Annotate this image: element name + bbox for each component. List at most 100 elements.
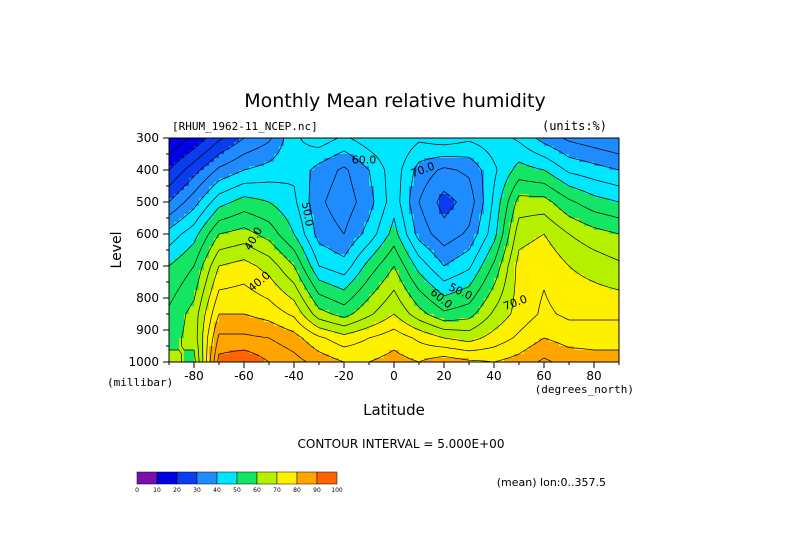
- contour-cell: [399, 258, 405, 263]
- contour-cell: [279, 138, 285, 143]
- contour-cell: [399, 294, 405, 299]
- contour-cell: [504, 338, 510, 343]
- contour-cell: [384, 182, 390, 187]
- contour-cell: [589, 270, 595, 275]
- contour-cell: [329, 326, 335, 331]
- contour-cell: [339, 266, 345, 271]
- contour-cell: [569, 262, 575, 267]
- contour-cell: [499, 342, 505, 347]
- contour-cell: [519, 206, 525, 211]
- contour-cell: [554, 182, 560, 187]
- contour-cell: [189, 174, 195, 179]
- contour-cell: [564, 186, 570, 191]
- contour-cell: [569, 242, 575, 247]
- contour-cell: [494, 250, 500, 255]
- contour-cell: [319, 150, 325, 155]
- contour-cell: [314, 162, 320, 167]
- contour-cell: [499, 258, 505, 263]
- contour-cell: [339, 254, 345, 259]
- contour-cell: [309, 322, 315, 327]
- contour-cell: [369, 322, 375, 327]
- contour-cell: [349, 246, 355, 251]
- contour-cell: [359, 166, 365, 171]
- contour-cell: [524, 190, 530, 195]
- contour-cell: [549, 322, 555, 327]
- contour-cell: [354, 186, 360, 191]
- contour-cell: [534, 142, 540, 147]
- contour-cell: [434, 318, 440, 323]
- contour-cell: [309, 358, 315, 363]
- contour-cell: [199, 310, 205, 315]
- contour-cell: [229, 282, 235, 287]
- contour-cell: [569, 298, 575, 303]
- contour-cell: [259, 138, 265, 143]
- contour-cell: [544, 258, 550, 263]
- contour-cell: [419, 338, 425, 343]
- contour-cell: [579, 218, 585, 223]
- contour-cell: [314, 278, 320, 283]
- contour-cell: [499, 274, 505, 279]
- contour-cell: [354, 142, 360, 147]
- contour-cell: [389, 322, 395, 327]
- contour-cell: [254, 354, 260, 359]
- contour-cell: [204, 226, 210, 231]
- contour-cell: [209, 186, 215, 191]
- contour-cell: [334, 158, 340, 163]
- contour-cell: [429, 286, 435, 291]
- contour-cell: [289, 198, 295, 203]
- contour-cell: [399, 218, 405, 223]
- contour-cell: [574, 146, 580, 151]
- contour-cell: [304, 298, 310, 303]
- contour-cell: [279, 250, 285, 255]
- contour-cell: [399, 310, 405, 315]
- contour-cell: [474, 350, 480, 355]
- contour-cell: [394, 190, 400, 195]
- contour-cell: [479, 274, 485, 279]
- contour-cell: [439, 170, 445, 175]
- contour-cell: [249, 210, 255, 215]
- contour-cell: [429, 218, 435, 223]
- contour-cell: [269, 298, 275, 303]
- contour-cell: [189, 142, 195, 147]
- contour-cell: [374, 314, 380, 319]
- contour-cell: [559, 230, 565, 235]
- contour-cell: [359, 342, 365, 347]
- contour-cell: [609, 334, 615, 339]
- contour-cell: [414, 342, 420, 347]
- contour-cell: [189, 330, 195, 335]
- contour-cell: [294, 214, 300, 219]
- contour-cell: [389, 254, 395, 259]
- contour-cell: [274, 302, 280, 307]
- contour-cell: [299, 234, 305, 239]
- contour-cell: [399, 146, 405, 151]
- contour-cell: [539, 350, 545, 355]
- contour-cell: [394, 234, 400, 239]
- contour-cell: [344, 278, 350, 283]
- contour-cell: [494, 326, 500, 331]
- contour-cell: [349, 150, 355, 155]
- contour-cell: [174, 142, 180, 147]
- contour-cell: [204, 302, 210, 307]
- contour-cell: [509, 154, 515, 159]
- contour-cell: [209, 302, 215, 307]
- contour-cell: [184, 326, 190, 331]
- contour-cell: [219, 338, 225, 343]
- contour-cell: [304, 286, 310, 291]
- contour-cell: [249, 290, 255, 295]
- contour-cell: [434, 306, 440, 311]
- contour-cell: [304, 258, 310, 263]
- contour-cell: [359, 186, 365, 191]
- contour-cell: [439, 198, 445, 203]
- contour-cell: [564, 282, 570, 287]
- contour-cell: [449, 234, 455, 239]
- contour-cell: [524, 218, 530, 223]
- contour-cell: [309, 202, 315, 207]
- contour-cell: [464, 306, 470, 311]
- contour-cell: [199, 166, 205, 171]
- contour-cell: [574, 174, 580, 179]
- contour-cell: [334, 238, 340, 243]
- contour-cell: [454, 190, 460, 195]
- contour-cell: [494, 346, 500, 351]
- contour-cell: [279, 274, 285, 279]
- contour-cell: [319, 162, 325, 167]
